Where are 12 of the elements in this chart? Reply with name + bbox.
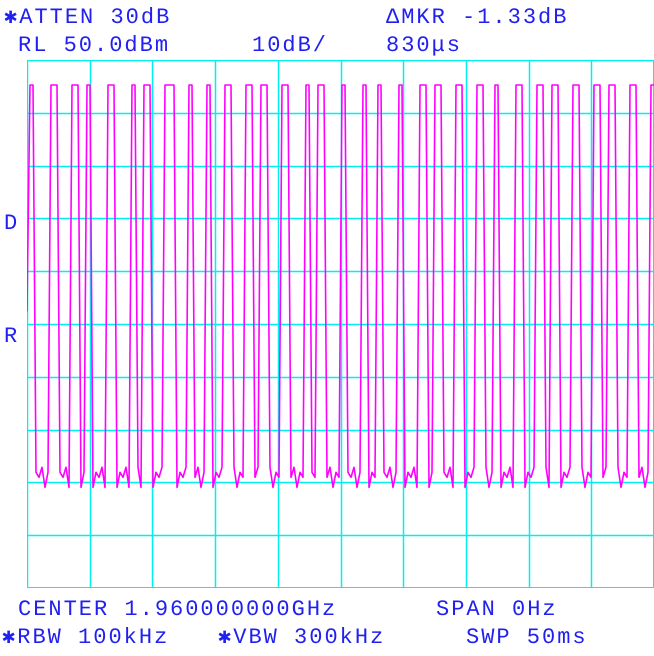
text: ✱RBW 100kHz <box>2 625 170 650</box>
text: CENTER 1.960000000GHz <box>18 597 338 622</box>
text: 10dB/ <box>252 33 328 58</box>
text: RL 50.0dBm <box>18 33 170 58</box>
text: R <box>4 324 20 349</box>
text: ✱VBW 300kHz <box>218 625 386 650</box>
text: SPAN 0Hz <box>436 597 558 622</box>
text: ✱ATTEN 30dB <box>4 5 172 30</box>
text: 830μs <box>386 33 462 58</box>
text: D <box>4 211 20 236</box>
text: ΔMKR -1.33dB <box>386 5 568 30</box>
text: SWP 50ms <box>466 625 588 650</box>
